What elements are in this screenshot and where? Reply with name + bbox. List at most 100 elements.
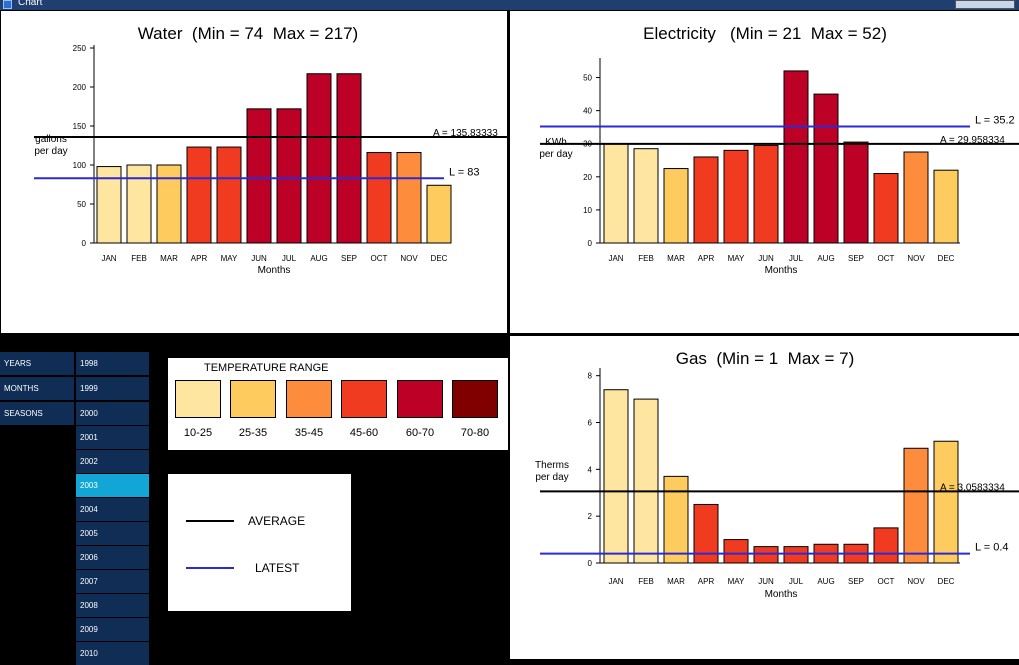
x-tick-label: MAY	[728, 577, 745, 586]
x-tick-label: OCT	[878, 254, 895, 263]
year-1999[interactable]: 1999	[76, 377, 149, 400]
latest-label: L = 0.4	[975, 542, 1009, 554]
bar	[723, 149, 749, 244]
bar	[933, 440, 959, 564]
y-axis-label: per day	[535, 472, 568, 483]
swatch-10-25	[175, 380, 221, 418]
bar	[753, 546, 779, 564]
swatch-35-45	[286, 380, 332, 418]
window-titlebar: Chart	[0, 0, 1019, 10]
average-label: A = 135.83333	[433, 128, 498, 139]
chart-title: Water (Min = 74 Max = 217)	[138, 24, 358, 43]
y-tick-label: 50	[583, 74, 592, 83]
year-1998[interactable]: 1998	[76, 352, 149, 375]
swatch-label: 70-80	[460, 427, 490, 439]
chart-title: Gas (Min = 1 Max = 7)	[676, 349, 855, 368]
bar	[873, 173, 899, 244]
x-tick-label: JUL	[789, 577, 804, 586]
year-2000[interactable]: 2000	[76, 402, 149, 425]
x-tick-label: FEB	[131, 254, 147, 263]
x-tick-label: DEC	[431, 254, 448, 263]
x-tick-label: MAR	[667, 577, 685, 586]
year-2002[interactable]: 2002	[76, 450, 149, 473]
swatch-70-80	[452, 380, 498, 418]
bar	[873, 527, 899, 564]
window-controls[interactable]	[955, 0, 1015, 9]
x-tick-label: JUN	[758, 577, 774, 586]
x-tick-label: SEP	[848, 577, 864, 586]
gas-chart-panel: Gas (Min = 1 Max = 7) Therms per day 0 2 4 6 8 J…	[510, 336, 1019, 659]
bar	[186, 146, 212, 244]
y-tick-label: 100	[73, 161, 87, 170]
x-tick-label: AUG	[310, 254, 327, 263]
x-tick-label: APR	[698, 254, 715, 263]
y-axis-label: per day	[34, 146, 67, 157]
year-2001[interactable]: 2001	[76, 426, 149, 449]
y-tick-label: 4	[588, 465, 593, 474]
nav-months[interactable]: MONTHS	[0, 377, 74, 400]
x-tick-label: NOV	[400, 254, 418, 263]
x-tick-label: AUG	[817, 254, 834, 263]
year-2007[interactable]: 2007	[76, 570, 149, 593]
y-axis-label: KWh	[545, 137, 567, 148]
bar	[426, 184, 452, 244]
bar	[633, 398, 659, 564]
bar	[693, 156, 719, 244]
year-2004[interactable]: 2004	[76, 498, 149, 521]
x-tick-label: DEC	[938, 577, 955, 586]
year-2010[interactable]: 2010	[76, 642, 149, 665]
x-tick-label: FEB	[638, 577, 654, 586]
bar	[96, 166, 122, 244]
x-tick-label: JAN	[608, 577, 623, 586]
bar	[603, 389, 629, 564]
x-tick-label: JUL	[789, 254, 804, 263]
x-tick-label: MAY	[221, 254, 238, 263]
swatch-45-60	[341, 380, 387, 418]
swatch-60-70	[397, 380, 443, 418]
bar	[246, 108, 272, 244]
x-tick-label: OCT	[371, 254, 388, 263]
app-icon	[3, 0, 12, 9]
y-axis-label: gallons	[35, 134, 67, 145]
swatch-25-35	[230, 380, 276, 418]
nav-years[interactable]: YEARS	[0, 352, 74, 375]
swatch-label: 60-70	[405, 427, 435, 439]
year-2009[interactable]: 2009	[76, 618, 149, 641]
x-tick-label: SEP	[341, 254, 357, 263]
x-tick-label: SEP	[848, 254, 864, 263]
bar	[723, 539, 749, 564]
latest-label: L = 83	[449, 166, 479, 178]
bar	[753, 144, 779, 244]
bar	[306, 73, 332, 244]
bar	[396, 152, 422, 244]
x-tick-label: MAR	[667, 254, 685, 263]
nav-seasons[interactable]: SEASONS	[0, 402, 74, 425]
x-tick-label: APR	[698, 577, 715, 586]
year-2003[interactable]: 2003	[76, 474, 149, 497]
swatch-label: 10-25	[183, 427, 213, 439]
latest-line-sample	[186, 567, 234, 569]
y-tick-label: 250	[73, 44, 87, 53]
x-tick-label: JUN	[251, 254, 267, 263]
temperature-range-legend: TEMPERATURE RANGE 10-25 25-35 35-45 45-6…	[168, 358, 508, 450]
x-tick-label: MAR	[160, 254, 178, 263]
year-2008[interactable]: 2008	[76, 594, 149, 617]
year-2005[interactable]: 2005	[76, 522, 149, 545]
bar	[783, 70, 809, 244]
electricity-chart-panel: Electricity (Min = 21 Max = 52) KWh per da…	[510, 11, 1019, 333]
x-tick-label: JAN	[101, 254, 116, 263]
year-2006[interactable]: 2006	[76, 546, 149, 569]
swatch-label: 25-35	[238, 427, 268, 439]
y-tick-label: 40	[583, 107, 592, 116]
x-tick-label: NOV	[907, 254, 925, 263]
y-tick-label: 50	[77, 200, 86, 209]
x-tick-label: NOV	[907, 577, 925, 586]
x-axis-label: Months	[765, 589, 798, 600]
bar	[126, 164, 152, 244]
x-tick-label: AUG	[817, 577, 834, 586]
y-tick-label: 2	[588, 512, 593, 521]
bar	[366, 152, 392, 244]
